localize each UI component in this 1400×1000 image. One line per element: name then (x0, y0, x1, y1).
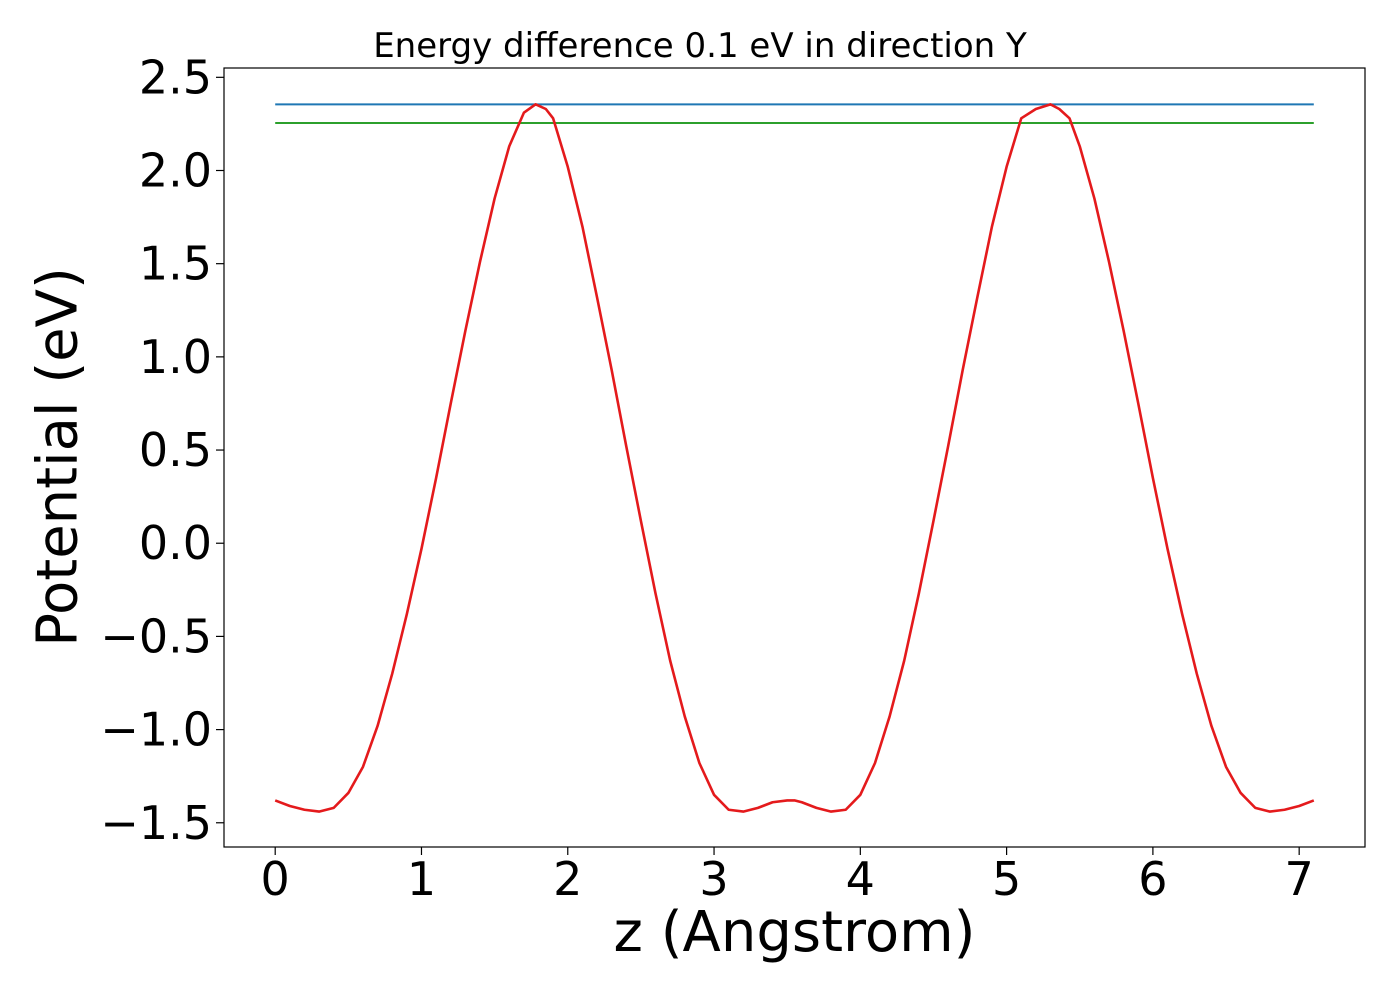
y-tick-label: 0.0 (139, 516, 212, 570)
x-tick-label: 5 (992, 852, 1021, 906)
y-axis-ticks: 2.5 2.0 1.5 1.0 0.5 0.0 −0.5 −1.0 −1.5 (100, 50, 224, 850)
y-tick-label: −1.0 (100, 703, 212, 757)
y-tick-label: 0.5 (139, 423, 212, 477)
x-tick-label: 0 (261, 852, 290, 906)
y-tick-label: −1.5 (100, 796, 212, 850)
y-tick-label: 2.5 (139, 50, 212, 104)
x-tick-label: 7 (1285, 852, 1314, 906)
x-tick-label: 1 (407, 852, 436, 906)
x-tick-label: 2 (553, 852, 582, 906)
y-tick-label: 2.0 (139, 144, 212, 198)
plot-frame (223, 67, 1366, 848)
x-axis-label: z (Angstrom) (613, 900, 976, 965)
x-tick-label: 4 (846, 852, 875, 906)
y-tick-label: 1.5 (139, 237, 212, 291)
x-axis-ticks: 0 1 2 3 4 5 6 7 (261, 847, 1314, 906)
y-tick-label: −0.5 (100, 609, 212, 663)
x-tick-label: 6 (1138, 852, 1167, 906)
y-axis-label: Potential (eV) (25, 267, 91, 647)
x-tick-label: 3 (699, 852, 728, 906)
series-line-3 (274, 103, 1315, 813)
series-layer (274, 103, 1315, 813)
y-tick-label: 1.0 (139, 330, 212, 384)
chart-title: Energy difference 0.1 eV in direction Y (373, 26, 1027, 66)
